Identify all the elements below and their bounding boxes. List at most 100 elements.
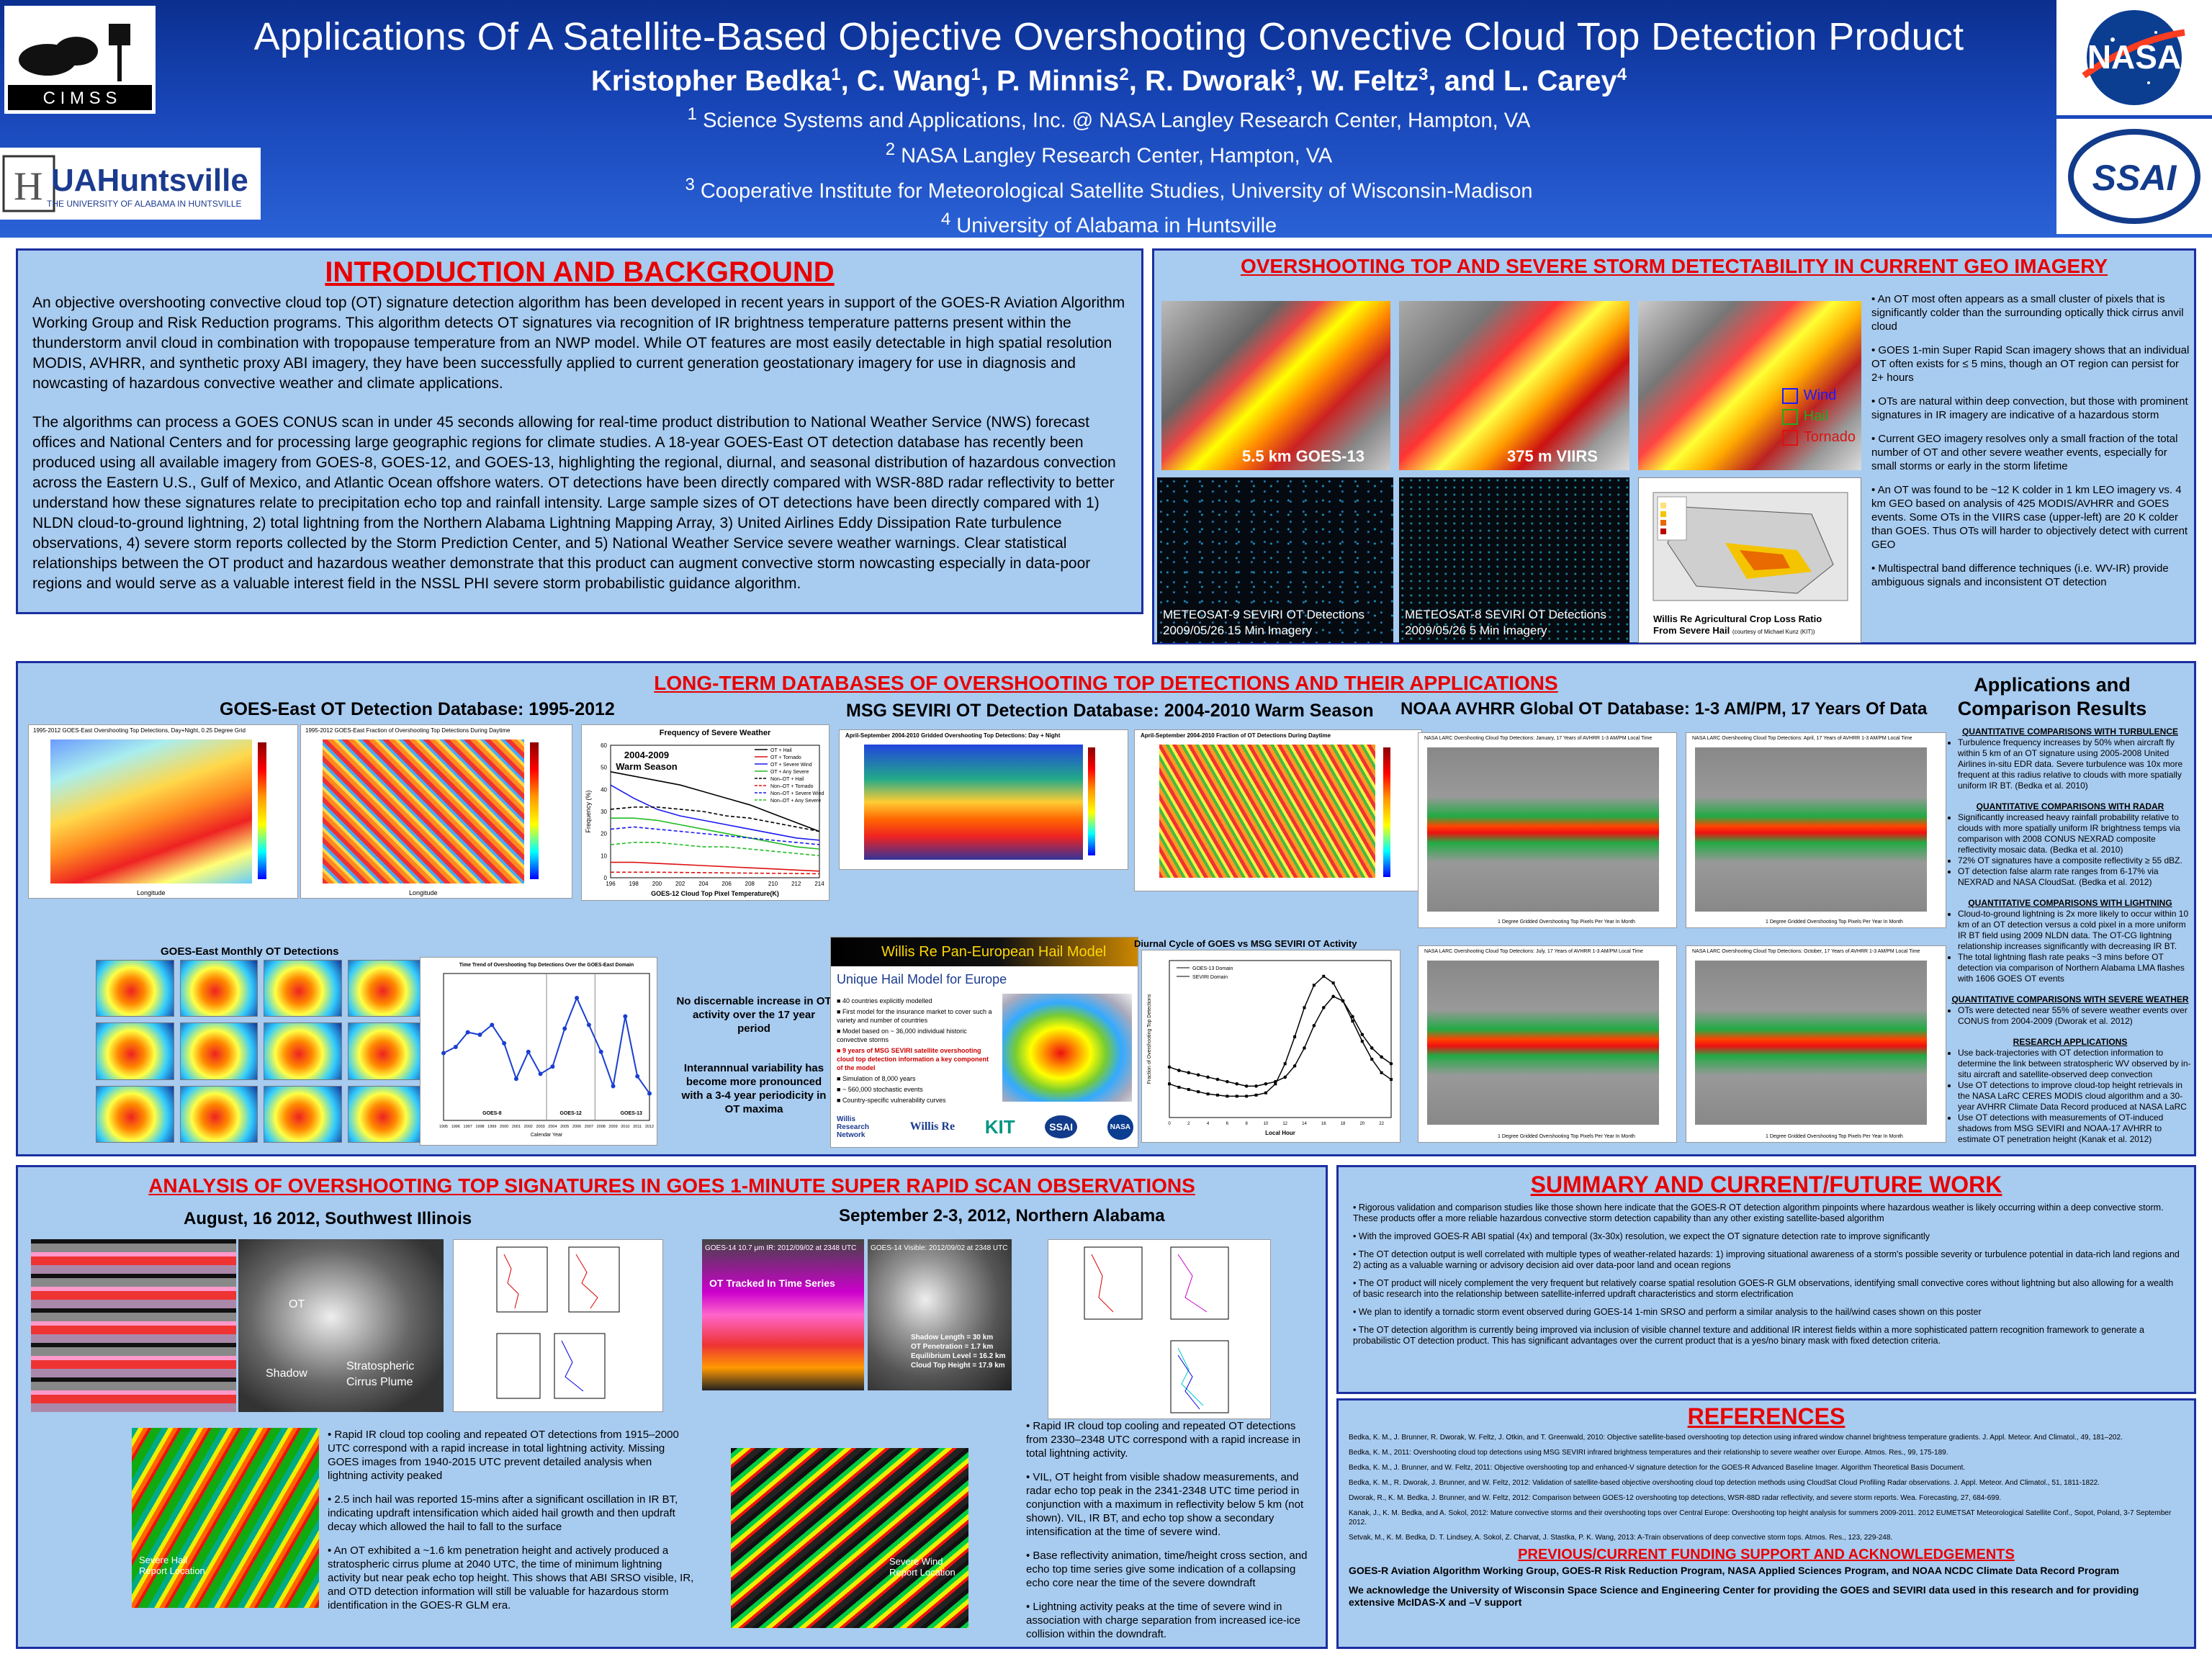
legend-label: SEVIRI Domain [1192, 975, 1228, 980]
series-point [1264, 1091, 1267, 1094]
series-point [1351, 1015, 1354, 1019]
x-tick-label: 2008 [597, 1125, 606, 1129]
time-trend-chart: Time Trend of Overshooting Top Detection… [420, 957, 657, 1146]
y-tick-label: 0 [604, 875, 608, 881]
case1-bullet: • Rapid IR cloud top cooling and repeate… [328, 1429, 679, 1482]
monthly-map [96, 1022, 174, 1080]
tornado-legend-swatch [1781, 429, 1798, 446]
x-tick-label: 1997 [464, 1125, 472, 1129]
avhrr-map-field [1695, 747, 1927, 912]
avhrr-map-field [1695, 961, 1927, 1125]
msg-count-colorbar [1088, 747, 1095, 855]
case2-radar-image: Severe Wind Report Location [731, 1448, 968, 1628]
x-tick-label: 14 [1302, 1122, 1307, 1126]
series-line [611, 861, 820, 872]
nasa-logo: NASA [2056, 0, 2212, 115]
legend-label: Non–OT + Any Severe [770, 799, 821, 804]
case1-visible-image: OT Shadow Stratospheric Cirrus Plume [238, 1239, 444, 1412]
plot-frame [1169, 960, 1392, 1118]
x-tick-label: 2011 [633, 1125, 642, 1129]
series-point [1341, 999, 1345, 1003]
case2-bullet: • Base reflectivity animation, time/heig… [1026, 1550, 1308, 1589]
trend-point [453, 1045, 458, 1049]
shadow-label: Shadow [266, 1367, 307, 1380]
trend-point [526, 1049, 531, 1054]
monthly-map [264, 1085, 342, 1143]
x-tick-label: 10 [1264, 1122, 1269, 1126]
references-title: REFERENCES [1687, 1403, 1845, 1429]
hail-report-label: Severe Hail Report Location [139, 1555, 205, 1576]
x-tick-label: 198 [629, 881, 639, 887]
meteosat9-detections-image: METEOSAT-9 SEVIRI OT Detections 2009/05/2… [1157, 477, 1393, 643]
case1-bullets: • Rapid IR cloud top cooling and repeate… [328, 1428, 695, 1622]
series-point [1380, 1071, 1383, 1074]
x-tick-label: 2001 [512, 1125, 521, 1129]
avhrr-map-july: NASA LARC Overshooting Cloud Top Detecti… [1418, 945, 1677, 1143]
series-line [610, 771, 820, 832]
avhrr-map-january: NASA LARC Overshooting Cloud Top Detecti… [1418, 732, 1677, 928]
reference-list: Bedka, K. M., J. Brunner, R. Dworak, W. … [1349, 1433, 2185, 1542]
trend-notes: No discernable increase in OT activity o… [675, 994, 833, 1116]
avhrr-map-field [1427, 961, 1659, 1125]
series-point [1254, 1084, 1258, 1088]
series-point [1197, 1090, 1200, 1094]
x-axis-label: Local Hour [1265, 1130, 1295, 1136]
x-tick-label: 2006 [572, 1125, 581, 1129]
series-point [1245, 1094, 1249, 1098]
series-point [1321, 1006, 1326, 1010]
goes-daytime-colorbar [530, 742, 539, 879]
poster-title-block: Applications Of A Satellite-Based Object… [166, 0, 2052, 266]
series-point [1390, 1078, 1393, 1082]
series-line [610, 826, 820, 845]
ot-label: OT [289, 1298, 305, 1310]
series-line [610, 784, 820, 841]
detect-bullet: • An OT most often appears as a small cl… [1871, 293, 2184, 333]
y-tick-label: 60 [601, 742, 607, 749]
case1-bullet: • An OT exhibited a ~1.6 km penetration … [328, 1545, 694, 1611]
x-tick-label: 2012 [645, 1125, 654, 1129]
satellite-label: GOES-13 [621, 1111, 642, 1116]
intro-title: INTRODUCTION AND BACKGROUND [325, 256, 835, 288]
applications-heading: Applications and Comparison Results [1957, 674, 2147, 719]
series-point [1303, 1046, 1306, 1050]
series-point [1283, 1062, 1287, 1066]
monthly-map [96, 1085, 174, 1143]
case2-vis-title: GOES-14 Visible: 2012/09/02 at 2348 UTC [871, 1244, 1008, 1252]
case2-timeseries-graphic [1084, 1246, 1229, 1413]
series-point [1322, 974, 1326, 978]
series-point [1167, 1065, 1172, 1069]
sponsor-logos: Willis Research Network Willis Re KIT SS… [837, 1111, 1133, 1143]
plot-frame [610, 745, 820, 878]
y-axis-label: Frequency (%) [585, 790, 592, 832]
series-point [1177, 1085, 1181, 1089]
goes-daytime-fraction-map: 1995-2012 GOES-East Fraction of Overshoo… [300, 724, 572, 899]
viirs-ir-image: 375 m VIIRS [1399, 301, 1629, 470]
case2-heading: September 2-3, 2012, Northern Alabama [839, 1206, 1165, 1226]
summary-title: SUMMARY AND CURRENT/FUTURE WORK [1530, 1172, 2002, 1197]
x-tick-label: 2004 [548, 1125, 557, 1129]
goes-daytime-map-field [323, 739, 524, 884]
trend-point [477, 1033, 482, 1037]
x-tick-label: 8 [1245, 1122, 1248, 1126]
reference-item: Bedka, K. M., J. Brunner, and W. Feltz, … [1349, 1464, 1966, 1472]
series-point [1380, 1055, 1383, 1059]
case2-bullet: • Rapid IR cloud top cooling and repeate… [1026, 1420, 1301, 1460]
series-point [1351, 1020, 1354, 1023]
detect-bullet: • OTs are natural within deep convection… [1871, 395, 2188, 421]
meteosat9-detections-dots [1157, 477, 1393, 643]
series-line [611, 817, 820, 850]
avhrr-map-field [1427, 747, 1659, 912]
trend-point [562, 1026, 567, 1031]
trend-note-2: Interannnual variability has become more… [681, 1062, 827, 1115]
series-point [1235, 1094, 1238, 1098]
x-tick-label: 200 [652, 881, 662, 887]
x-tick-label: 12 [1282, 1122, 1287, 1126]
satellite-label: GOES-12 [559, 1111, 581, 1116]
x-tick-label: 18 [1341, 1122, 1346, 1126]
series-point [1312, 984, 1316, 987]
summary-item: • With the improved GOES-R ABI spatial (… [1353, 1231, 1930, 1241]
intro-panel: INTRODUCTION AND BACKGROUND An objective… [16, 248, 1143, 614]
chart-annotation: 2004-2009 [624, 750, 669, 760]
meteosat9-caption: METEOSAT-9 SEVIRI OT Detections 2009/05/2… [1163, 608, 1364, 637]
trend-point [586, 1022, 591, 1028]
